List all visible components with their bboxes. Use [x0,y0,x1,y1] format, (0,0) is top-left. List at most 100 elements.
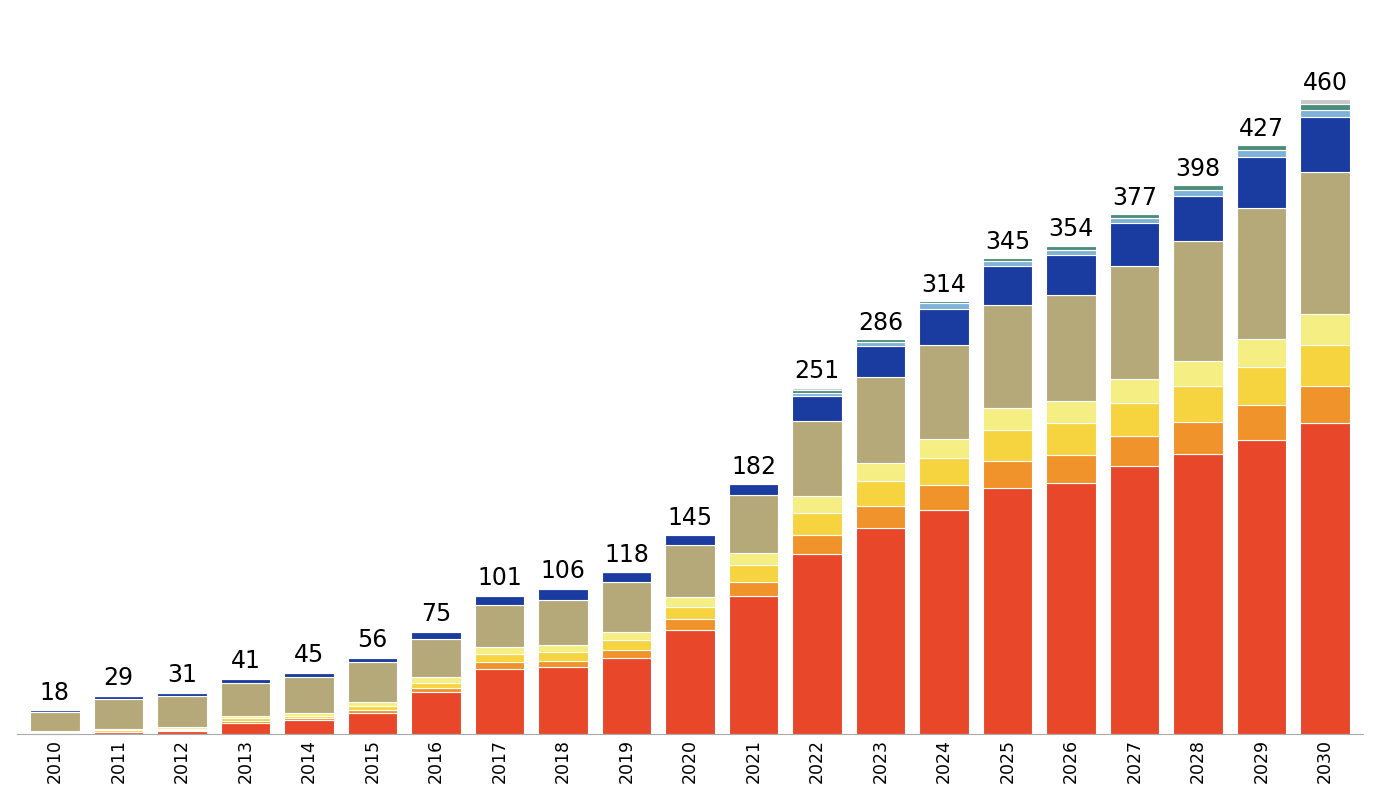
Bar [538,589,588,600]
Bar [665,545,715,597]
Bar [729,596,778,734]
Bar [411,638,461,677]
Bar [1046,455,1096,482]
Bar [665,607,715,619]
Bar [475,596,524,606]
Text: 354: 354 [1049,218,1094,242]
Bar [1110,466,1159,734]
Bar [157,696,207,727]
Bar [348,710,397,713]
Text: 56: 56 [357,628,388,652]
Bar [1300,345,1350,386]
Bar [1110,218,1159,223]
Bar [475,654,524,662]
Bar [792,535,842,554]
Bar [475,669,524,734]
Bar [284,716,334,718]
Bar [729,484,778,495]
Bar [1300,103,1350,110]
Bar [1110,214,1159,218]
Bar [1300,314,1350,345]
Text: 345: 345 [985,230,1031,254]
Bar [284,677,334,713]
Bar [1236,406,1286,440]
Bar [1173,242,1223,362]
Bar [856,346,905,377]
Bar [411,677,461,682]
Text: 45: 45 [294,643,324,667]
Bar [538,652,588,661]
Bar [665,597,715,607]
Bar [157,729,207,730]
Bar [538,667,588,734]
Bar [1173,362,1223,386]
Bar [94,732,144,734]
Bar [983,408,1032,430]
Bar [284,673,334,677]
Bar [157,727,207,729]
Bar [983,261,1032,266]
Bar [1300,110,1350,118]
Bar [348,706,397,710]
Bar [983,258,1032,261]
Bar [1236,150,1286,158]
Bar [1110,436,1159,466]
Bar [919,301,969,303]
Text: 101: 101 [477,566,522,590]
Bar [94,694,144,695]
Bar [1173,454,1223,734]
Text: 145: 145 [668,506,712,530]
Bar [602,632,651,640]
Bar [538,661,588,667]
Bar [792,396,842,421]
Bar [1236,367,1286,406]
Bar [602,658,651,734]
Bar [602,572,651,582]
Bar [157,693,207,696]
Bar [983,430,1032,461]
Bar [1046,246,1096,250]
Bar [94,729,144,730]
Bar [221,718,270,722]
Bar [538,600,588,646]
Bar [602,640,651,650]
Bar [1110,266,1159,379]
Text: 427: 427 [1239,117,1285,141]
Bar [348,702,397,706]
Text: 377: 377 [1112,186,1158,210]
Bar [919,303,969,309]
Bar [411,688,461,692]
Bar [221,678,270,682]
Bar [792,387,842,390]
Text: 118: 118 [604,543,649,567]
Text: 460: 460 [1303,71,1348,95]
Bar [665,630,715,734]
Bar [665,535,715,545]
Bar [729,582,778,596]
Text: 29: 29 [104,666,134,690]
Bar [1236,339,1286,367]
Bar [1300,423,1350,734]
Bar [856,339,905,342]
Bar [792,554,842,734]
Bar [1110,379,1159,402]
Bar [1173,386,1223,422]
Bar [1046,255,1096,295]
Bar [1300,173,1350,314]
Bar [1236,145,1286,150]
Text: 75: 75 [421,602,451,626]
Bar [538,646,588,652]
Bar [919,510,969,734]
Bar [983,266,1032,305]
Bar [1046,402,1096,423]
Bar [1173,190,1223,196]
Bar [729,553,778,566]
Bar [729,566,778,582]
Bar [856,506,905,528]
Bar [729,495,778,553]
Bar [284,718,334,720]
Bar [157,731,207,734]
Text: 398: 398 [1176,157,1221,181]
Bar [856,463,905,481]
Bar [856,342,905,346]
